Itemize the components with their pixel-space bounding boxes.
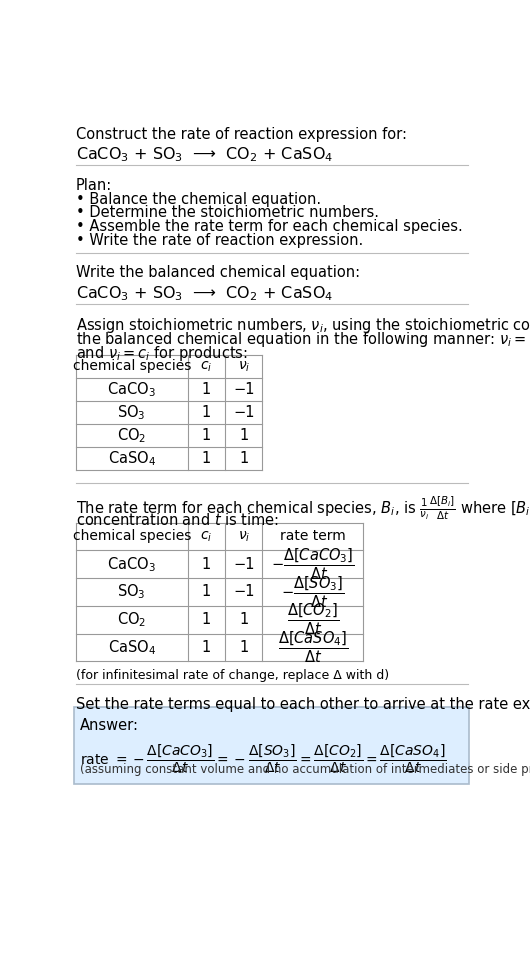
- Text: (assuming constant volume and no accumulation of intermediates or side products): (assuming constant volume and no accumul…: [80, 762, 530, 776]
- Text: −1: −1: [233, 405, 254, 420]
- Text: CaCO$_3$ + SO$_3$  ⟶  CO$_2$ + CaSO$_4$: CaCO$_3$ + SO$_3$ ⟶ CO$_2$ + CaSO$_4$: [76, 284, 333, 303]
- Text: rate term: rate term: [280, 529, 346, 544]
- Text: • Write the rate of reaction expression.: • Write the rate of reaction expression.: [76, 233, 363, 248]
- Text: 1: 1: [239, 612, 249, 627]
- Text: • Determine the stoichiometric numbers.: • Determine the stoichiometric numbers.: [76, 206, 378, 220]
- Text: the balanced chemical equation in the following manner: $\nu_i = -c_i$ for react: the balanced chemical equation in the fo…: [76, 330, 530, 349]
- Text: 1: 1: [202, 612, 211, 627]
- Text: Write the balanced chemical equation:: Write the balanced chemical equation:: [76, 266, 360, 280]
- Text: CO$_2$: CO$_2$: [117, 426, 146, 445]
- Text: $\nu_i$: $\nu_i$: [237, 529, 250, 544]
- Text: 1: 1: [239, 640, 249, 655]
- Text: • Balance the chemical equation.: • Balance the chemical equation.: [76, 191, 321, 207]
- Text: −1: −1: [233, 382, 254, 397]
- Text: Construct the rate of reaction expression for:: Construct the rate of reaction expressio…: [76, 126, 407, 142]
- Text: SO$_3$: SO$_3$: [118, 403, 146, 421]
- Text: 1: 1: [202, 405, 211, 420]
- Text: Answer:: Answer:: [80, 718, 139, 733]
- Text: rate $= -\dfrac{\Delta[CaCO_3]}{\Delta t} = -\dfrac{\Delta[SO_3]}{\Delta t} = \d: rate $= -\dfrac{\Delta[CaCO_3]}{\Delta t…: [80, 743, 447, 775]
- Text: (for infinitesimal rate of change, replace Δ with d): (for infinitesimal rate of change, repla…: [76, 669, 388, 682]
- Text: $-\dfrac{\Delta[CaCO_3]}{\Delta t}$: $-\dfrac{\Delta[CaCO_3]}{\Delta t}$: [271, 547, 355, 582]
- Text: • Assemble the rate term for each chemical species.: • Assemble the rate term for each chemic…: [76, 220, 462, 234]
- Text: CaCO$_3$: CaCO$_3$: [108, 380, 156, 399]
- Text: Assign stoichiometric numbers, $\nu_i$, using the stoichiometric coefficients, $: Assign stoichiometric numbers, $\nu_i$, …: [76, 317, 530, 335]
- Text: 1: 1: [202, 451, 211, 466]
- Text: Set the rate terms equal to each other to arrive at the rate expression:: Set the rate terms equal to each other t…: [76, 697, 530, 711]
- Text: −1: −1: [233, 584, 254, 600]
- FancyBboxPatch shape: [74, 708, 469, 784]
- Text: The rate term for each chemical species, $B_i$, is $\frac{1}{\nu_i}\frac{\Delta[: The rate term for each chemical species,…: [76, 495, 530, 522]
- Text: $-\dfrac{\Delta[SO_3]}{\Delta t}$: $-\dfrac{\Delta[SO_3]}{\Delta t}$: [281, 574, 344, 610]
- Text: $\nu_i$: $\nu_i$: [237, 359, 250, 373]
- Text: $\dfrac{\Delta[CO_2]}{\Delta t}$: $\dfrac{\Delta[CO_2]}{\Delta t}$: [287, 602, 339, 637]
- Text: concentration and $t$ is time:: concentration and $t$ is time:: [76, 512, 279, 528]
- Text: CaCO$_3$ + SO$_3$  ⟶  CO$_2$ + CaSO$_4$: CaCO$_3$ + SO$_3$ ⟶ CO$_2$ + CaSO$_4$: [76, 145, 333, 164]
- Text: 1: 1: [202, 557, 211, 571]
- Text: $c_i$: $c_i$: [200, 529, 213, 544]
- Text: CaSO$_4$: CaSO$_4$: [108, 638, 156, 657]
- Text: chemical species: chemical species: [73, 529, 191, 544]
- Text: CaCO$_3$: CaCO$_3$: [108, 555, 156, 573]
- Text: 1: 1: [239, 451, 249, 466]
- Text: SO$_3$: SO$_3$: [118, 582, 146, 602]
- Text: CaSO$_4$: CaSO$_4$: [108, 450, 156, 468]
- Text: $c_i$: $c_i$: [200, 359, 213, 373]
- Text: CO$_2$: CO$_2$: [117, 611, 146, 629]
- Text: 1: 1: [202, 584, 211, 600]
- Text: 1: 1: [202, 382, 211, 397]
- Text: 1: 1: [202, 640, 211, 655]
- Text: 1: 1: [239, 428, 249, 443]
- Text: chemical species: chemical species: [73, 360, 191, 373]
- Text: Plan:: Plan:: [76, 177, 112, 193]
- Text: $\dfrac{\Delta[CaSO_4]}{\Delta t}$: $\dfrac{\Delta[CaSO_4]}{\Delta t}$: [278, 629, 348, 665]
- Text: −1: −1: [233, 557, 254, 571]
- Text: and $\nu_i = c_i$ for products:: and $\nu_i = c_i$ for products:: [76, 344, 248, 363]
- Text: 1: 1: [202, 428, 211, 443]
